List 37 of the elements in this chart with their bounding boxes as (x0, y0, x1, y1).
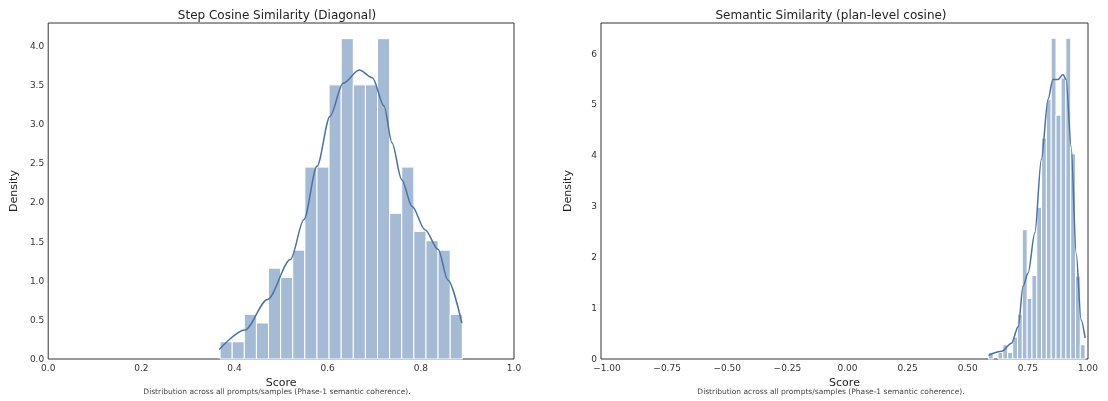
x-tick-label: 0.00 (837, 362, 858, 373)
y-tick-label: 0 (591, 354, 598, 364)
y-tick-label: 1.5 (29, 236, 45, 247)
x-tick-label: −1.00 (593, 362, 622, 373)
x-tick-label: 1.0 (506, 362, 522, 373)
y-tick-label: 3.0 (29, 119, 45, 130)
y-tick-label: 0.5 (29, 314, 45, 325)
y-tick-label: 2 (591, 252, 597, 263)
y-tick-label: 2.5 (29, 158, 45, 169)
x-tick-label: 1.00 (1077, 362, 1099, 373)
y-tick-label: 3.5 (29, 79, 45, 90)
x-tick-label: −0.50 (713, 362, 742, 373)
y-tick-label: 4 (591, 150, 598, 161)
y-tick-label: 4.0 (29, 40, 45, 51)
x-tick-label: 0.8 (413, 362, 429, 373)
y-tick-label: 6 (591, 48, 598, 59)
y-axis-title: Density (561, 169, 574, 212)
y-tick-label: 3 (591, 201, 597, 212)
x-axis-title: Score (829, 375, 861, 389)
chart-title: Step Cosine Similarity (Diagonal) (177, 8, 377, 22)
x-tick-label: 0.0 (41, 362, 56, 373)
x-tick-label: 0.25 (897, 362, 918, 373)
x-axis-title: Score (265, 375, 297, 389)
chart-title: Semantic Similarity (plan-level cosine) (715, 8, 947, 22)
x-tick-label: 0.50 (957, 362, 979, 373)
x-tick-label: 0.75 (1017, 362, 1038, 373)
y-tick-label: 1 (591, 303, 597, 314)
x-tick-label: 0.2 (134, 362, 149, 373)
y-tick-label: 0.0 (29, 354, 45, 364)
x-tick-label: −0.75 (653, 362, 681, 373)
x-tick-label: 0.6 (320, 362, 336, 373)
y-tick-label: 2.0 (29, 197, 45, 208)
x-tick-label: −0.25 (773, 362, 802, 373)
x-tick-label: 0.4 (227, 362, 242, 373)
y-tick-label: 5 (591, 99, 597, 110)
y-axis-title: Density (7, 169, 20, 212)
y-tick-label: 1.0 (29, 275, 45, 286)
